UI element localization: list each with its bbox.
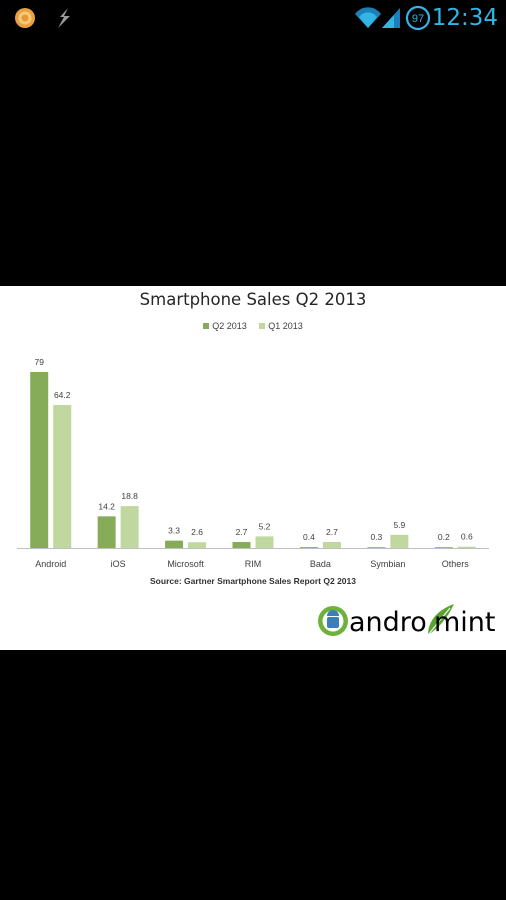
bar-symbian-q1-2013 <box>390 534 409 548</box>
wifi-icon <box>355 7 381 28</box>
bar-bada-q2-2013 <box>299 547 318 548</box>
category-label: Symbian <box>370 559 405 569</box>
bar-symbian-q2-2013 <box>367 547 386 548</box>
legend-label: Q1 2013 <box>268 321 303 331</box>
chart-title: Smartphone Sales Q2 2013 <box>139 290 367 309</box>
usb-debug-icon <box>58 8 70 28</box>
logo-text-left: andro <box>349 607 427 638</box>
data-label: 64.2 <box>54 390 71 400</box>
data-label: 79 <box>34 357 44 367</box>
clock: 12:34 <box>431 5 498 31</box>
category-label: iOS <box>111 559 126 569</box>
data-label: 0.3 <box>370 532 382 542</box>
bar-ios-q1-2013 <box>120 506 139 548</box>
notification-coin-icon <box>15 8 35 28</box>
cell-signal-icon <box>382 8 400 28</box>
bar-rim-q1-2013 <box>255 536 274 548</box>
data-label: 0.4 <box>303 532 315 542</box>
legend-item-q2: Q2 2013 <box>203 321 247 331</box>
battery-level-text: 97 <box>412 13 424 25</box>
category-label: Microsoft <box>167 559 204 569</box>
data-label: 0.2 <box>438 532 450 542</box>
data-label: 2.7 <box>236 527 248 537</box>
data-label: 18.8 <box>121 491 138 501</box>
chart-legend: Q2 2013 Q1 2013 <box>0 321 506 331</box>
bar-chart: 79 64.2 Android 14.2 18.8 iOS 3.3 2.6 Microsoft 2… <box>17 357 489 569</box>
data-label: 5.2 <box>259 521 271 531</box>
bar-android-q2-2013 <box>30 372 49 548</box>
category-label: Others <box>442 559 470 569</box>
battery-icon: 97 <box>405 5 431 31</box>
status-left-icons <box>15 8 70 28</box>
legend-swatch <box>203 323 210 329</box>
chart-image[interactable] <box>0 286 506 650</box>
bar-ios-q2-2013 <box>97 516 116 548</box>
bar-others-q2-2013 <box>434 547 453 548</box>
bar-android-q1-2013 <box>53 404 72 548</box>
data-label: 5.9 <box>393 520 405 530</box>
legend-label: Q2 2013 <box>212 321 247 331</box>
legend-item-q1: Q1 2013 <box>259 321 303 331</box>
bar-microsoft-q2-2013 <box>165 540 184 548</box>
category-label: Android <box>35 559 66 569</box>
data-label: 14.2 <box>98 501 115 511</box>
andromint-logo: andro mint <box>318 604 496 638</box>
legend-swatch <box>259 323 266 329</box>
status-bar: 97 12:34 <box>0 0 506 36</box>
data-label: 2.7 <box>326 527 338 537</box>
data-label: 0.6 <box>461 532 473 542</box>
bar-others-q1-2013 <box>457 546 476 548</box>
bar-rim-q2-2013 <box>232 541 251 548</box>
bar-microsoft-q1-2013 <box>188 542 207 548</box>
category-label: RIM <box>245 559 262 569</box>
data-label: 2.6 <box>191 527 203 537</box>
bar-bada-q1-2013 <box>322 541 341 548</box>
chart-source: Source: Gartner Smartphone Sales Report … <box>150 576 356 586</box>
category-label: Bada <box>310 559 331 569</box>
data-label: 3.3 <box>168 526 180 536</box>
leaf-icon <box>427 604 454 636</box>
logo-text-right: mint <box>434 607 496 638</box>
android-droid-logo-icon <box>318 606 348 636</box>
status-right-icons: 97 <box>355 5 431 31</box>
